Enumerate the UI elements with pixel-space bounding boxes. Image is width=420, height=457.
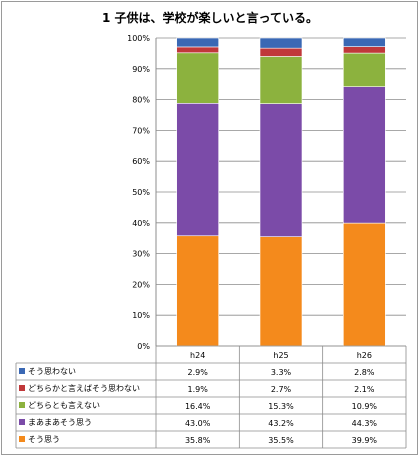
legend-label: まあまあそう思う (28, 418, 92, 427)
bar-segment-h25-1 (259, 103, 303, 237)
bar-segment-h25-4 (259, 37, 303, 49)
bar-segment-h26-2 (343, 52, 386, 87)
bar-segment-h26-3 (343, 46, 386, 54)
y-tick-label: 90% (132, 65, 150, 74)
x-category-label: h24 (190, 351, 205, 360)
legend-label: そう思う (28, 435, 60, 444)
table-cell-value: 10.9% (352, 402, 378, 411)
y-tick-label: 80% (132, 96, 150, 105)
table-cell-value: 2.7% (271, 385, 292, 394)
table-cell-value: 35.8% (185, 436, 211, 445)
table-cell-value: 2.8% (354, 368, 375, 377)
x-category-label: h26 (357, 351, 372, 360)
table-cell-value: 3.3% (271, 368, 292, 377)
bar-segment-h26-4 (343, 37, 386, 47)
table-cell-value: 16.4% (185, 402, 211, 411)
y-tick-label: 10% (132, 311, 150, 320)
bar-segment-h24-4 (176, 37, 219, 48)
bar-segment-h24-1 (176, 102, 219, 237)
bar-segment-h25-3 (259, 47, 303, 57)
table-cell-value: 2.1% (354, 385, 375, 394)
y-tick-label: 40% (132, 219, 150, 228)
legend-label: どちらとも言えない (28, 400, 100, 410)
bar-segment-h25-0 (259, 236, 303, 347)
chart-title: 1 子供は、学校が楽しいと言っている。 (102, 11, 318, 25)
x-category-label: h25 (273, 351, 288, 360)
y-tick-label: 70% (132, 126, 150, 135)
bar-segment-h26-0 (343, 222, 386, 347)
table-cell-value: 35.5% (268, 436, 294, 445)
table-cell-value: 1.9% (188, 385, 209, 394)
bar-segment-h25-2 (259, 56, 303, 104)
y-tick-label: 100% (127, 34, 150, 43)
y-tick-label: 0% (137, 342, 150, 351)
legend-swatch (19, 436, 25, 442)
legend-label: そう思わない (28, 367, 76, 376)
bar-segment-h24-3 (176, 46, 219, 54)
bar-segment-h26-1 (343, 86, 386, 224)
legend-swatch (19, 419, 25, 425)
y-tick-label: 60% (132, 157, 150, 166)
legend-swatch (19, 368, 25, 374)
table-cell-value: 44.3% (352, 419, 378, 428)
bar-segment-h24-2 (176, 52, 219, 104)
table-cell-value: 15.3% (268, 402, 294, 411)
legend-swatch (19, 385, 25, 391)
table-cell-value: 43.0% (185, 419, 211, 428)
bar-segment-h24-0 (176, 235, 219, 347)
legend-label: どちらかと言えばそう思わない (28, 383, 140, 393)
legend-swatch (19, 402, 25, 408)
table-cell-value: 39.9% (352, 436, 378, 445)
y-tick-label: 20% (132, 280, 150, 289)
y-tick-label: 50% (132, 188, 150, 197)
table-cell-value: 2.9% (188, 368, 209, 377)
y-tick-label: 30% (132, 250, 150, 259)
table-cell-value: 43.2% (268, 419, 294, 428)
